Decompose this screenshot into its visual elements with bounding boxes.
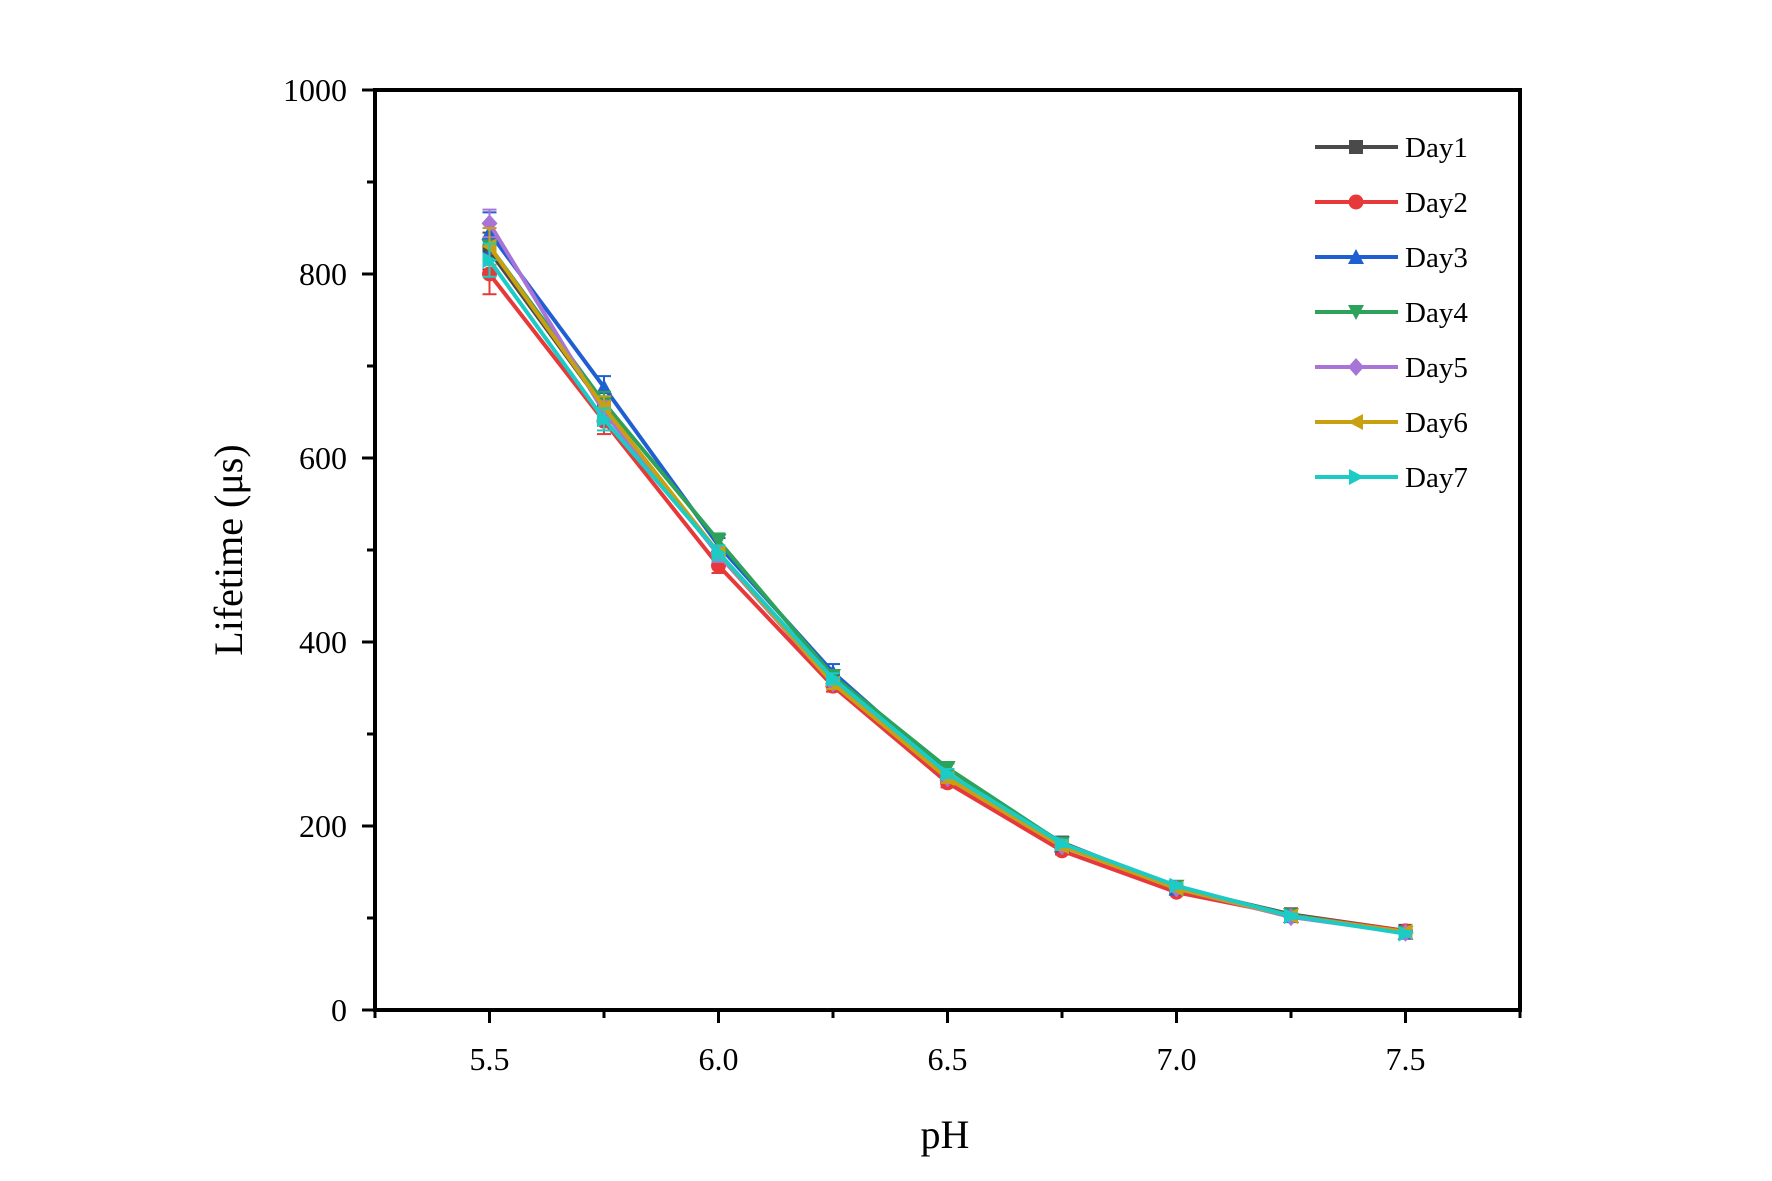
legend-item-day1: Day1 [1315,132,1468,164]
legend-marker [1348,249,1364,264]
series-day6 [481,227,1413,940]
series-line [487,222,1406,935]
series-line [487,259,1406,936]
series-day4 [481,227,1414,941]
legend-marker [1348,194,1364,210]
legend-marker [1348,305,1364,320]
y-axis: 0 200 400 600 800 1000 [283,72,375,1028]
data-point [596,379,612,395]
legend-item-day6: Day6 [1315,407,1468,439]
y-axis-title: Lifetime (μs) [206,444,251,655]
series-line [487,272,1406,933]
data-point [710,533,727,549]
series-day1 [482,231,1413,938]
y-tick-label: 200 [299,808,347,844]
series-line [487,249,1406,933]
legend-label: Day6 [1405,407,1468,439]
series-line [487,231,1406,935]
data-point [1055,835,1070,852]
data-point [482,252,498,269]
legend-label: Day1 [1405,132,1468,164]
series-day3 [481,211,1414,940]
legend-label: Day5 [1405,352,1468,384]
series-line [487,245,1406,935]
legend-marker [1348,358,1364,376]
legend-label: Day7 [1405,462,1468,494]
legend-marker [1348,414,1363,430]
legend-item-day5: Day5 [1315,352,1468,384]
series-day5 [481,208,1414,942]
legend-label: Day4 [1405,297,1468,329]
data-point [597,411,612,428]
legend-item-day4: Day4 [1315,297,1468,329]
data-point [711,544,727,561]
legend: Day1 Day2 Day3 Day4 Day5 Day6 Day7 [1315,132,1468,494]
plot-frame [373,88,1522,1012]
legend-item-day3: Day3 [1315,242,1468,274]
data-point [826,670,841,687]
y-tick-label: 0 [331,992,347,1028]
legend-label: Day2 [1405,187,1468,219]
series-day7 [482,242,1414,942]
x-tick-label: 7.5 [1386,1041,1426,1077]
x-axis-title: pH [921,1112,970,1157]
data-point [1398,925,1414,942]
legend-item-day2: Day2 [1315,187,1468,219]
x-axis: 5.5 6.0 6.5 7.0 7.5 [373,1010,1522,1077]
legend-marker [1349,469,1364,485]
legend-marker [1349,140,1363,154]
series-day2 [482,252,1413,939]
x-tick-label: 6.0 [699,1041,739,1077]
x-tick-label: 5.5 [470,1041,510,1077]
series-line [487,245,1406,934]
y-tick-label: 800 [299,256,347,292]
y-tick-label: 600 [299,440,347,476]
data-point [1169,877,1185,894]
x-tick-label: 7.0 [1157,1041,1197,1077]
x-tick-label: 6.5 [928,1041,968,1077]
data-point [940,765,956,782]
legend-label: Day3 [1405,242,1468,274]
y-tick-label: 1000 [283,72,347,108]
legend-item-day7: Day7 [1315,462,1468,494]
series-layer [481,208,1414,942]
data-point [1284,908,1299,925]
y-tick-label: 400 [299,624,347,660]
